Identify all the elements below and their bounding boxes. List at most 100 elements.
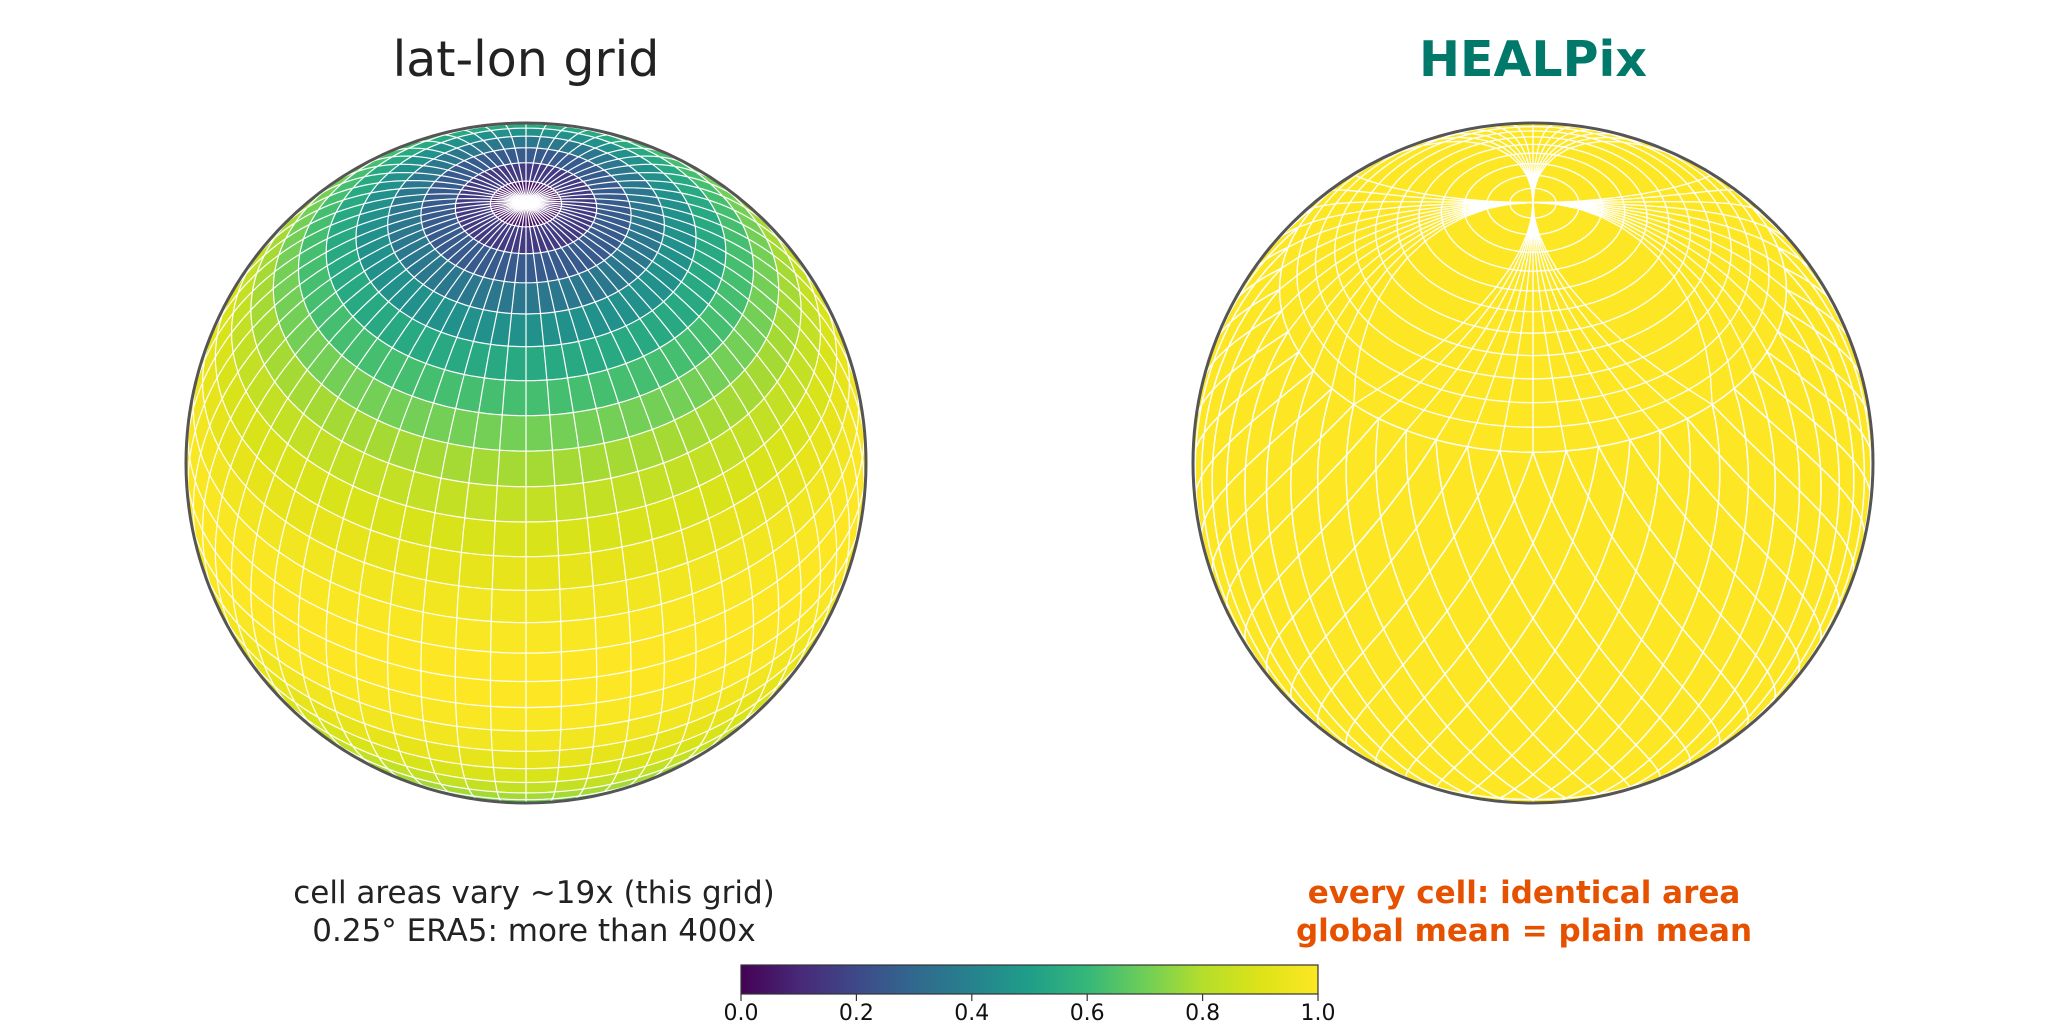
latlon-cell xyxy=(490,620,527,654)
parallel-line xyxy=(270,687,782,784)
colorbar-gradient xyxy=(740,964,1319,995)
latlon-cell xyxy=(592,579,630,619)
latlon-cell xyxy=(425,546,462,587)
meridian-line xyxy=(454,202,527,801)
meridian-line xyxy=(525,187,806,270)
parallel-line xyxy=(489,180,563,228)
latlon-cell xyxy=(525,485,558,523)
parallel-line xyxy=(187,420,865,654)
meridian-line xyxy=(525,198,850,357)
latlon-caption-line2: 0.25° ERA5: more than 400x xyxy=(312,913,755,949)
latlon-cell xyxy=(525,520,559,558)
latlon-cell xyxy=(490,705,527,732)
latlon-title: lat-lon grid xyxy=(393,31,660,88)
parallel-line xyxy=(272,167,780,452)
meridian-line xyxy=(525,202,755,757)
parallel-line xyxy=(186,462,866,683)
healpix-boundary xyxy=(1193,351,1300,459)
healpix-boundary xyxy=(1316,450,1501,732)
latlon-cell xyxy=(586,512,623,553)
latlon-cell xyxy=(556,517,592,557)
healpix-boundary xyxy=(1532,132,1625,203)
meridian-line xyxy=(525,180,779,236)
meridian-line xyxy=(303,172,527,207)
meridian-line xyxy=(297,202,527,757)
latlon-cell xyxy=(525,449,556,488)
meridian-line xyxy=(457,129,527,203)
colorbar-tick-label: 0.4 xyxy=(954,1001,989,1024)
meridian-line xyxy=(525,123,549,203)
parallel-line xyxy=(237,643,815,770)
healpix-boundary xyxy=(1532,201,1779,248)
latlon-cell xyxy=(491,749,527,770)
latlon-cell xyxy=(590,546,627,587)
meridian-line xyxy=(489,202,527,803)
meridian-line xyxy=(525,201,802,719)
meridian-line xyxy=(246,187,527,270)
meridian-line xyxy=(187,201,527,518)
healpix-boundary xyxy=(1532,201,1787,290)
healpix-boundary xyxy=(1532,452,1721,751)
parallel-line xyxy=(420,147,632,284)
colorbar-tick-label: 0.2 xyxy=(839,1001,874,1024)
meridian-line xyxy=(525,201,851,616)
latlon-cell xyxy=(525,781,558,794)
healpix-boundary xyxy=(1532,202,1567,452)
healpix-gridlines xyxy=(1193,123,1873,803)
meridian-line xyxy=(186,201,527,464)
meridian-line xyxy=(525,202,632,797)
meridian-line xyxy=(250,201,527,719)
healpix-boundary xyxy=(1485,125,1534,203)
meridian-line xyxy=(525,201,865,518)
colorbar: 0.0 0.2 0.4 0.6 0.8 1.0 xyxy=(724,964,1336,1024)
latlon-caption-line1: cell areas vary ~19x (this grid) xyxy=(293,875,775,911)
meridian-line xyxy=(433,134,527,203)
meridian-line xyxy=(272,201,527,740)
meridian-line xyxy=(525,200,862,405)
latlon-cell xyxy=(558,551,594,590)
latlon-cell xyxy=(551,447,584,487)
meridian-line xyxy=(525,202,727,771)
latlon-cell xyxy=(455,617,492,653)
colorbar-ticks: 0.0 0.2 0.4 0.6 0.8 1.0 xyxy=(724,994,1336,1024)
healpix-boundary xyxy=(1405,202,1534,431)
healpix-boundary xyxy=(1463,162,1603,253)
healpix-boundary xyxy=(1353,140,1534,203)
healpix-boundary xyxy=(1532,140,1713,203)
latlon-cell xyxy=(429,512,466,553)
latlon-cell xyxy=(490,651,527,682)
healpix-boundary xyxy=(1773,267,1866,704)
healpix-boundary xyxy=(1466,202,1534,447)
colorbar-tick-label: 0.8 xyxy=(1185,1001,1220,1024)
parallel-line xyxy=(308,724,744,794)
healpix-boundary xyxy=(1418,143,1648,292)
latlon-cell xyxy=(560,702,597,731)
latlon-cell xyxy=(422,579,460,619)
healpix-panel: HEALPix every cell: identical area globa… xyxy=(1191,31,1875,949)
latlon-cell xyxy=(525,767,559,783)
latlon-cell xyxy=(525,749,561,770)
latlon-cell xyxy=(456,585,493,622)
colorbar-tick-label: 1.0 xyxy=(1301,1001,1336,1024)
latlon-gridlines xyxy=(186,123,866,803)
healpix-boundary xyxy=(1211,404,1355,582)
healpix-boundary xyxy=(1375,130,1691,334)
latlon-cell xyxy=(525,651,562,682)
healpix-boundary xyxy=(1686,418,1840,617)
parallel-line xyxy=(214,288,838,558)
latlon-cell xyxy=(496,449,527,488)
healpix-boundary xyxy=(1532,128,1603,203)
healpix-boundary xyxy=(1532,123,1557,203)
latlon-cell xyxy=(554,482,588,522)
healpix-boundary xyxy=(1399,136,1534,203)
healpix-boundary xyxy=(1486,174,1580,236)
meridian-line xyxy=(503,123,527,203)
healpix-boundary xyxy=(1194,330,1289,422)
latlon-cell xyxy=(525,588,562,624)
meridian-line xyxy=(525,134,619,203)
latlon-cell xyxy=(458,551,494,590)
healpix-boundary xyxy=(1226,310,1380,767)
healpix-boundary xyxy=(1314,123,1752,404)
parallel-line xyxy=(250,205,802,488)
parallel-line xyxy=(192,371,860,624)
